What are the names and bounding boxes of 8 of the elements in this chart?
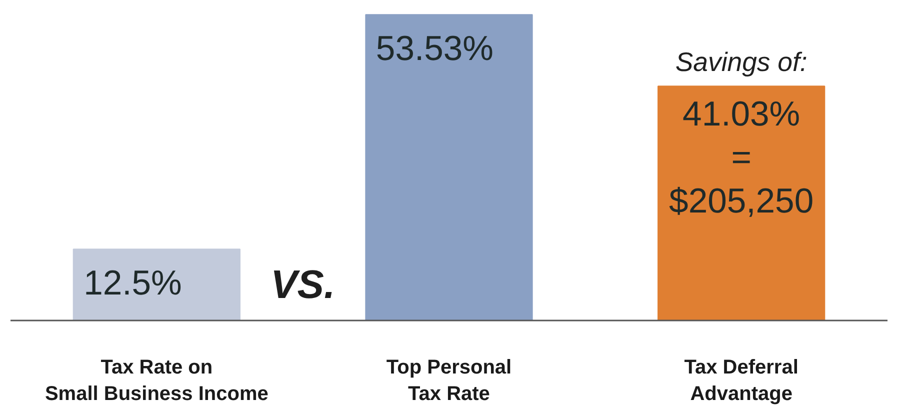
annotation: VS.	[270, 262, 336, 307]
data-label: 41.03% = $205,250	[669, 95, 814, 221]
x-tick-label: Top Personal Tax Rate	[386, 356, 512, 405]
data-label: 53.53%	[376, 30, 494, 68]
annotation: Savings of:	[675, 46, 808, 77]
x-tick-label: Tax Deferral Advantage	[684, 356, 798, 405]
data-label: 12.5%	[84, 264, 182, 302]
x-tick-label: Tax Rate on Small Business Income	[44, 356, 268, 405]
